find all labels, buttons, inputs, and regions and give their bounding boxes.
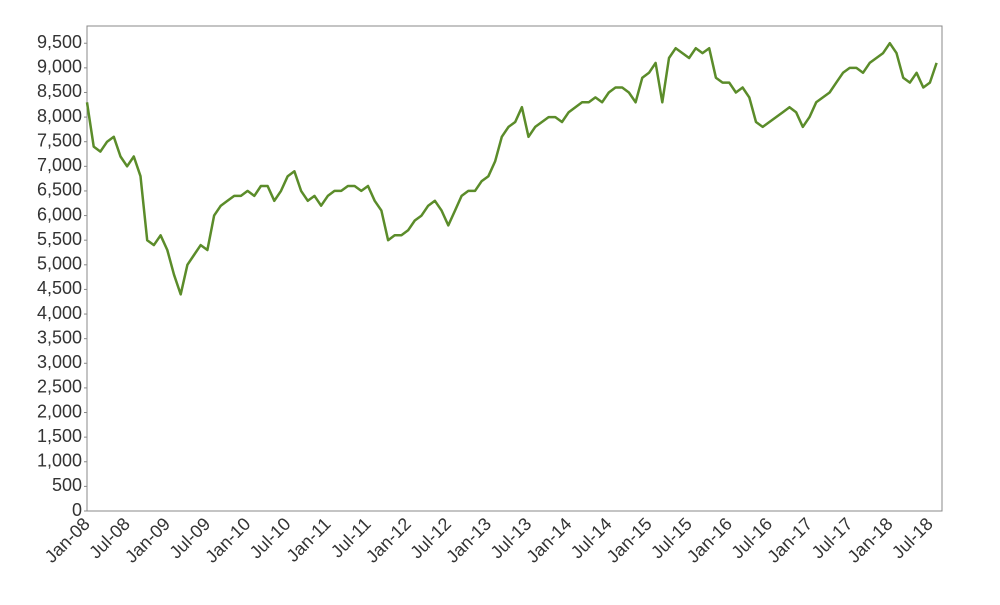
y-tick-label: 8,000 xyxy=(37,106,82,126)
y-tick-label: 1,500 xyxy=(37,426,82,446)
y-tick-label: 7,000 xyxy=(37,155,82,175)
plot-border xyxy=(86,25,943,512)
y-tick-label: 9,000 xyxy=(37,57,82,77)
x-tick-label: Jan-13 xyxy=(442,514,495,567)
x-tick-label: Jan-10 xyxy=(201,514,254,567)
y-tick-label: 4,500 xyxy=(37,278,82,298)
y-tick-label: 3,000 xyxy=(37,352,82,372)
y-tick-label: 5,500 xyxy=(37,229,82,249)
x-tick-label: Jan-12 xyxy=(362,514,415,567)
y-tick-label: 0 xyxy=(72,500,82,520)
x-tick-label: Jul-18 xyxy=(888,514,937,563)
y-tick-label: 9,500 xyxy=(37,32,82,52)
data-line xyxy=(85,41,938,296)
y-tick-label: 6,000 xyxy=(37,204,82,224)
y-tick-label: 7,500 xyxy=(37,130,82,150)
x-tick-label: Jan-15 xyxy=(603,514,656,567)
x-tick-label: Jan-16 xyxy=(683,514,736,567)
x-tick-label: Jan-09 xyxy=(121,514,174,567)
x-tick-label: Jan-14 xyxy=(522,514,575,567)
y-tick-label: 6,500 xyxy=(37,180,82,200)
y-tick-label: 8,500 xyxy=(37,81,82,101)
y-tick-label: 2,500 xyxy=(37,377,82,397)
y-tick-label: 4,000 xyxy=(37,303,82,323)
y-tick-label: 5,000 xyxy=(37,254,82,274)
y-tick-label: 3,500 xyxy=(37,327,82,347)
y-tick-label: 1,000 xyxy=(37,451,82,471)
y-tick-label: 2,000 xyxy=(37,401,82,421)
x-tick-label: Jan-08 xyxy=(41,514,94,567)
x-tick-label: Jan-18 xyxy=(844,514,897,567)
y-tick-label: 500 xyxy=(52,475,82,495)
x-tick-label: Jan-17 xyxy=(763,514,816,567)
x-tick-label: Jan-11 xyxy=(283,514,335,566)
